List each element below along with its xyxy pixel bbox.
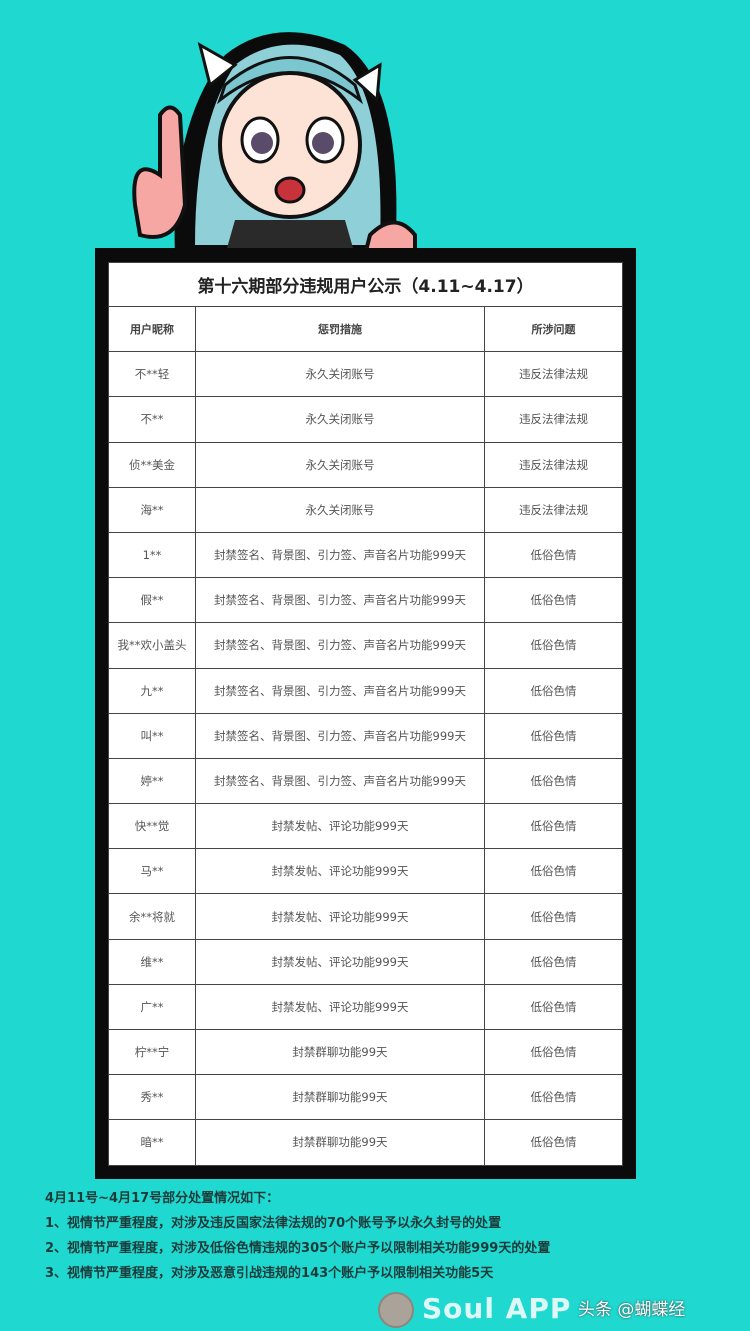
table-row: 马** 封禁发帖、评论功能999天 低俗色情: [108, 848, 624, 895]
issue-cell: 低俗色情: [483, 622, 624, 669]
summary-item: 2、视情节严重程度，对涉及低俗色情违规的305个账户予以限制相关功能999天的处…: [45, 1241, 551, 1256]
table-row: 不**轻 永久关闭账号 违反法律法规: [108, 351, 624, 398]
table-row: 叫** 封禁签名、背景图、引力签、声音名片功能999天 低俗色情: [108, 712, 624, 759]
nickname-cell: 叫**: [108, 712, 196, 759]
issue-cell: 低俗色情: [483, 848, 624, 895]
penalty-cell: 封禁签名、背景图、引力签、声音名片功能999天: [195, 712, 485, 759]
nickname-cell: 快**觉: [108, 803, 196, 850]
summary-item: 3、视情节严重程度，对涉及恶意引战违规的143个账户予以限制相关功能5天: [45, 1266, 494, 1281]
issue-cell: 低俗色情: [483, 1074, 624, 1121]
issue-cell: 低俗色情: [483, 667, 624, 714]
penalty-cell: 封禁发帖、评论功能999天: [195, 938, 485, 985]
table-row: 暗** 封禁群聊功能99天 低俗色情: [108, 1119, 624, 1166]
nickname-cell: 暗**: [108, 1119, 196, 1166]
penalty-cell: 封禁签名、背景图、引力签、声音名片功能999天: [195, 531, 485, 579]
header-issue: 所涉问题: [483, 305, 624, 353]
table-row: 不** 永久关闭账号 违反法律法规: [108, 396, 624, 443]
table-row: 婷** 封禁签名、背景图、引力签、声音名片功能999天 低俗色情: [108, 757, 624, 805]
nickname-cell: 1**: [108, 531, 196, 579]
summary: 4月11号~4月17号部分处置情况如下： 1、视情节严重程度，对涉及违反国家法律…: [45, 1186, 550, 1286]
watermark-brand: Soul APP: [422, 1292, 572, 1325]
penalty-cell: 封禁签名、背景图、引力签、声音名片功能999天: [195, 577, 485, 624]
table-row: 快**觉 封禁发帖、评论功能999天 低俗色情: [108, 803, 624, 850]
issue-cell: 低俗色情: [483, 1119, 624, 1166]
table-row: 假** 封禁签名、背景图、引力签、声音名片功能999天 低俗色情: [108, 577, 624, 624]
penalty-cell: 封禁发帖、评论功能999天: [195, 983, 485, 1031]
nickname-cell: 余**将就: [108, 893, 196, 940]
table-row: 柠**宁 封禁群聊功能99天 低俗色情: [108, 1028, 624, 1076]
penalty-cell: 永久关闭账号: [195, 441, 485, 488]
penalty-cell: 封禁发帖、评论功能999天: [195, 848, 485, 895]
nickname-cell: 侦**美金: [108, 441, 196, 488]
penalty-cell: 永久关闭账号: [195, 486, 485, 533]
table-row: 1** 封禁签名、背景图、引力签、声音名片功能999天 低俗色情: [108, 531, 624, 579]
table-row: 我**欢小盖头 封禁签名、背景图、引力签、声音名片功能999天 低俗色情: [108, 622, 624, 669]
penalty-cell: 封禁群聊功能99天: [195, 1074, 485, 1121]
issue-cell: 低俗色情: [483, 757, 624, 805]
nickname-cell: 海**: [108, 486, 196, 533]
penalty-cell: 封禁群聊功能99天: [195, 1119, 485, 1166]
issue-cell: 违反法律法规: [483, 486, 624, 533]
issue-cell: 低俗色情: [483, 577, 624, 624]
summary-item: 1、视情节严重程度，对涉及违反国家法律法规的70个账号予以永久封号的处置: [45, 1216, 502, 1231]
nickname-cell: 维**: [108, 938, 196, 985]
table-row: 余**将就 封禁发帖、评论功能999天 低俗色情: [108, 893, 624, 940]
nickname-cell: 广**: [108, 983, 196, 1031]
summary-heading: 4月11号~4月17号部分处置情况如下：: [45, 1191, 280, 1206]
issue-cell: 低俗色情: [483, 983, 624, 1031]
penalty-cell: 封禁发帖、评论功能999天: [195, 803, 485, 850]
watermark: Soul APP 头条 @蝴蝶经: [378, 1290, 750, 1330]
issue-cell: 违反法律法规: [483, 351, 624, 398]
table-title: 第十六期部分违规用户公示（4.11~4.17）: [107, 262, 624, 307]
penalty-cell: 封禁发帖、评论功能999天: [195, 893, 485, 940]
nickname-cell: 柠**宁: [108, 1028, 196, 1076]
table-row: 维** 封禁发帖、评论功能999天 低俗色情: [108, 938, 624, 985]
penalty-cell: 封禁签名、背景图、引力签、声音名片功能999天: [195, 622, 485, 669]
issue-cell: 低俗色情: [483, 803, 624, 850]
table-row: 秀** 封禁群聊功能99天 低俗色情: [108, 1074, 624, 1121]
issue-cell: 低俗色情: [483, 938, 624, 985]
nickname-cell: 不**轻: [108, 351, 196, 398]
table-row: 侦**美金 永久关闭账号 违反法律法规: [108, 441, 624, 488]
issue-cell: 低俗色情: [483, 893, 624, 940]
penalty-cell: 永久关闭账号: [195, 351, 485, 398]
watermark-source: 头条 @蝴蝶经: [578, 1300, 686, 1320]
nickname-cell: 马**: [108, 848, 196, 895]
penalty-cell: 永久关闭账号: [195, 396, 485, 443]
issue-cell: 低俗色情: [483, 1028, 624, 1076]
table-row: 海** 永久关闭账号 违反法律法规: [108, 486, 624, 533]
nickname-cell: 不**: [108, 396, 196, 443]
issue-cell: 低俗色情: [483, 712, 624, 759]
nickname-cell: 九**: [108, 667, 196, 714]
nickname-cell: 婷**: [108, 757, 196, 805]
header-nickname: 用户昵称: [108, 305, 196, 353]
penalty-cell: 封禁签名、背景图、引力签、声音名片功能999天: [195, 667, 485, 714]
issue-cell: 低俗色情: [483, 531, 624, 579]
table-row: 广** 封禁发帖、评论功能999天 低俗色情: [108, 983, 624, 1031]
penalty-cell: 封禁群聊功能99天: [195, 1028, 485, 1076]
mascot-illustration: [132, 32, 417, 255]
issue-cell: 违反法律法规: [483, 396, 624, 443]
nickname-cell: 假**: [108, 577, 196, 624]
table-row: 九** 封禁签名、背景图、引力签、声音名片功能999天 低俗色情: [108, 667, 624, 714]
nickname-cell: 秀**: [108, 1074, 196, 1121]
issue-cell: 违反法律法规: [483, 441, 624, 488]
penalty-cell: 封禁签名、背景图、引力签、声音名片功能999天: [195, 757, 485, 805]
violation-table: 第十六期部分违规用户公示（4.11~4.17） 用户昵称 惩罚措施 所涉问题 不…: [107, 262, 624, 1166]
nickname-cell: 我**欢小盖头: [108, 622, 196, 669]
soul-planet-logo: [378, 1292, 414, 1328]
header-penalty: 惩罚措施: [195, 305, 485, 353]
